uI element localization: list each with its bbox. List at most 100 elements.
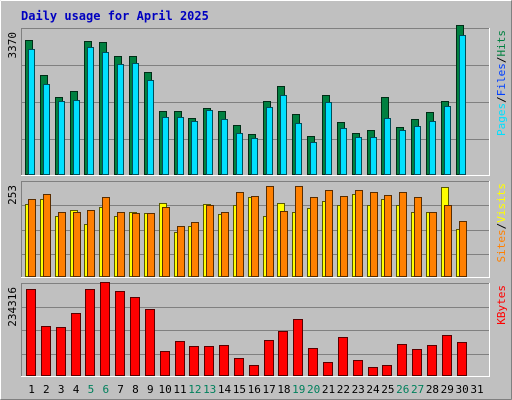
legend-kbytes: KBytes: [495, 285, 508, 325]
bar: [56, 327, 66, 376]
bar: [145, 309, 155, 376]
x-tick-label: 3: [58, 383, 65, 396]
x-tick-label: 11: [173, 383, 186, 396]
bar: [308, 348, 318, 376]
bar: [384, 195, 392, 277]
bar: [399, 130, 406, 175]
x-tick-label: 13: [203, 383, 216, 396]
bar: [355, 137, 362, 175]
legend-item: Sites: [495, 229, 508, 262]
bar: [399, 192, 407, 277]
bar: [397, 344, 407, 376]
bar: [382, 365, 392, 376]
bar: [266, 107, 273, 175]
bar: [457, 342, 467, 376]
x-tick-label: 2: [43, 383, 50, 396]
bar: [310, 142, 317, 175]
legend-hits-files-pages: Pages/Files/Hits: [495, 30, 508, 136]
bar: [266, 186, 274, 277]
bar: [102, 52, 109, 175]
bar: [73, 212, 81, 277]
x-tick-label: 17: [262, 383, 275, 396]
x-tick-label: 12: [188, 383, 201, 396]
bar: [206, 110, 213, 175]
bar: [43, 84, 50, 175]
bar: [100, 282, 110, 376]
legend-item: Pages: [495, 103, 508, 136]
x-tick-label: 23: [352, 383, 365, 396]
legend-item: Hits: [495, 30, 508, 57]
bar: [264, 340, 274, 376]
series-sites: [28, 186, 467, 277]
bar: [444, 106, 451, 175]
bar: [340, 196, 348, 277]
bar: [414, 197, 422, 277]
x-tick-label: 29: [441, 383, 454, 396]
bar: [295, 186, 303, 277]
bar: [368, 367, 378, 376]
x-tick-label: 24: [366, 383, 380, 396]
x-tick-label: 10: [159, 383, 172, 396]
x-tick-label: 22: [337, 383, 350, 396]
bar: [117, 64, 124, 175]
bar: [102, 197, 110, 277]
bar: [429, 212, 437, 277]
x-axis-tick-labels: 1 2 3 4 5 6 7 8 9 10 11 12 13 14 15 16 17 18 19 20 21 22 23 24 2…: [28, 383, 483, 396]
series-kbytes: [26, 282, 467, 376]
bar: [370, 192, 378, 277]
bar: [429, 121, 436, 175]
y-axis-max-label: 253: [6, 185, 19, 205]
bar: [147, 213, 155, 277]
x-tick-label: 28: [426, 383, 439, 396]
bar: [414, 126, 421, 175]
bar: [160, 351, 170, 376]
bar: [43, 194, 51, 277]
bar: [58, 212, 66, 277]
legend-separator: /: [495, 223, 508, 230]
bar: [325, 190, 333, 277]
bar: [85, 289, 95, 376]
bar: [219, 345, 229, 376]
bar: [87, 210, 95, 277]
x-tick-label: 7: [117, 383, 124, 396]
bar: [162, 117, 169, 175]
bar: [177, 226, 185, 277]
x-tick-label: 19: [292, 383, 305, 396]
bar: [221, 212, 229, 277]
x-tick-label: 21: [322, 383, 335, 396]
legend-item: Files: [495, 63, 508, 96]
bar: [355, 190, 363, 277]
bar: [177, 117, 184, 175]
chart-panels: 3370Pages/Files/Hits253Sites/Visits23431…: [6, 25, 508, 377]
y-axis-max-label: 234316: [6, 287, 19, 327]
x-tick-label: 31: [470, 383, 483, 396]
bar: [340, 128, 347, 175]
bar: [236, 192, 244, 277]
x-tick-label: 4: [73, 383, 80, 396]
x-tick-label: 14: [218, 383, 232, 396]
bar: [130, 297, 140, 376]
x-tick-label: 18: [277, 383, 290, 396]
bar: [206, 205, 214, 277]
panel-visits-sites: 253 Sites/Visits: [6, 181, 508, 278]
bar: [58, 101, 65, 175]
x-tick-label: 8: [132, 383, 139, 396]
legend-visits-sites: Sites/Visits: [495, 183, 508, 263]
bar: [412, 349, 422, 376]
bar: [236, 133, 243, 175]
bar: [370, 137, 377, 175]
bar: [310, 197, 318, 277]
bar: [26, 289, 36, 376]
bar: [251, 196, 259, 277]
bar: [280, 95, 287, 175]
chart-title: Daily usage for April 2025: [21, 9, 209, 23]
bar: [132, 213, 140, 277]
bar: [459, 35, 466, 175]
bar: [28, 49, 35, 175]
bar: [73, 100, 80, 175]
x-tick-label: 20: [307, 383, 320, 396]
legend-separator: /: [495, 57, 508, 64]
bar: [234, 358, 244, 376]
bar: [278, 331, 288, 376]
bar: [325, 102, 332, 175]
